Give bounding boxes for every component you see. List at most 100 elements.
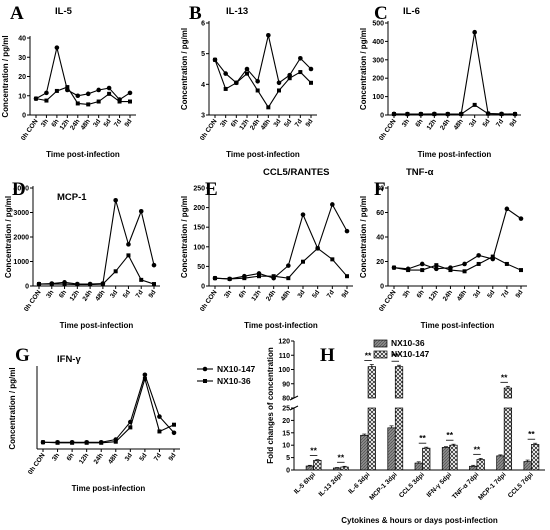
panel-h: H 80 90 100 110 120 0 5 10 15 20 25 Fold changes of … — [266, 338, 545, 525]
data-point — [345, 274, 349, 279]
bar-1 — [387, 427, 396, 471]
x-tick-label: TNF-α 7dpi — [451, 471, 480, 500]
data-point — [75, 93, 81, 99]
bar-2 — [313, 459, 322, 471]
x-axis-label: Time post-infection — [72, 484, 146, 493]
x-tick-label: IL-6 3dpi — [347, 471, 371, 495]
bar-2-upper — [394, 366, 404, 399]
x-axis-label: Time post-infection — [60, 321, 134, 330]
data-point — [117, 99, 122, 104]
y-tick-label: 5 — [286, 455, 290, 462]
y-tick-label: 60 — [376, 210, 384, 217]
bar-1 — [523, 461, 532, 471]
x-tick-label: 12h — [238, 118, 250, 131]
y-tick-label: 110 — [279, 353, 290, 360]
data-point — [276, 80, 282, 86]
x-tick-label: 24h — [265, 289, 277, 302]
data-point — [75, 282, 80, 287]
bar-2 — [449, 444, 458, 471]
x-tick-label: 6h — [416, 289, 426, 299]
y-tick-label: 30 — [18, 55, 26, 62]
significance-label: ** — [474, 444, 481, 454]
x-tick-label: 7d — [294, 118, 304, 128]
data-point — [392, 112, 396, 117]
panel-letter: G — [15, 345, 30, 366]
x-tick-label: 0h CON — [27, 452, 47, 476]
series-line-2 — [214, 247, 348, 280]
x-tick-label: 9d — [304, 118, 314, 128]
data-point — [344, 228, 350, 234]
x-tick-label: 0h CON — [378, 289, 398, 313]
bar-1 — [414, 462, 423, 471]
x-tick-label: 48h — [80, 118, 92, 131]
y-tick-label: 2000 — [13, 235, 29, 242]
x-tick-label: 7d — [326, 289, 336, 299]
panel-c: C IL-6 0 100 200 300 400 500 0h CON 3h 6h 12h 24h 48h… — [359, 3, 521, 159]
bar-2 — [476, 459, 485, 471]
y-tick-label: 200 — [372, 76, 384, 83]
x-axis-label: Time post-infection — [421, 321, 495, 330]
x-tick-label: 9d — [123, 118, 133, 128]
panel-title: MCP-1 — [57, 192, 87, 203]
y-tick-label: 300 — [372, 57, 384, 64]
data-point — [151, 262, 157, 268]
y-tick-label: 200 — [193, 205, 205, 212]
series-line-2 — [39, 254, 155, 286]
y-axis-label: Fold changes of concentration — [266, 347, 275, 464]
series-line-2 — [394, 104, 515, 115]
x-tick-label: CCL5 7dpi — [507, 471, 535, 499]
x-tick-label: 12h — [59, 118, 71, 131]
y-tick-label: 0 — [201, 284, 205, 291]
data-point — [392, 265, 396, 270]
x-tick-label: 5d — [283, 118, 293, 128]
panel-letter: C — [374, 3, 388, 24]
y-tick-label: 6 — [201, 21, 205, 28]
data-point — [266, 32, 271, 38]
data-point — [286, 276, 291, 281]
series-line-1 — [214, 35, 312, 84]
data-point — [445, 112, 450, 117]
panel-letter: B — [189, 3, 202, 24]
significance-label: ** — [419, 433, 426, 443]
data-point — [70, 440, 75, 445]
legend-swatch — [373, 350, 388, 359]
bar-2-lower — [503, 407, 513, 471]
x-tick-label: 5d — [311, 289, 321, 299]
data-point — [309, 80, 313, 85]
data-point — [257, 274, 261, 279]
x-axis-label: Time post-infection — [418, 150, 492, 159]
x-tick-label: 9d — [514, 289, 524, 299]
data-point — [330, 257, 335, 262]
data-point — [227, 276, 232, 281]
x-tick-label: 6h — [414, 118, 424, 128]
series-line-2 — [35, 86, 130, 105]
data-point — [127, 90, 133, 96]
data-point — [113, 439, 118, 444]
x-tick-label: 12h — [250, 289, 262, 302]
significance-label: ** — [310, 446, 317, 456]
x-tick-label: 9d — [147, 289, 157, 299]
x-tick-label: 3h — [51, 452, 61, 462]
y-tick-label: 80 — [282, 396, 290, 403]
y-tick-label: 150 — [193, 225, 205, 232]
panel-g: G IFN-γ 0h CON 3h 6h 12h 24h 48h 3d 5d 7d 9d Time po… — [8, 345, 256, 493]
data-point — [96, 87, 101, 93]
data-point — [234, 80, 239, 85]
y-tick-label: 20 — [18, 74, 26, 81]
x-tick-label: 3h — [402, 289, 412, 299]
data-point — [418, 112, 423, 117]
x-tick-label: 3d — [272, 118, 282, 128]
significance-label: ** — [446, 430, 453, 440]
data-point — [462, 261, 467, 267]
x-tick-label: 5d — [122, 289, 132, 299]
data-point — [434, 263, 439, 268]
panel-letter: E — [205, 179, 218, 200]
data-point — [315, 246, 320, 251]
x-tick-label: 3d — [109, 289, 119, 299]
bar-2-lower — [394, 407, 404, 471]
x-tick-label: 0h CON — [199, 289, 219, 313]
data-point — [157, 429, 162, 434]
legend-marker — [203, 379, 207, 383]
x-tick-label: IL-13 2dpi — [318, 471, 345, 498]
